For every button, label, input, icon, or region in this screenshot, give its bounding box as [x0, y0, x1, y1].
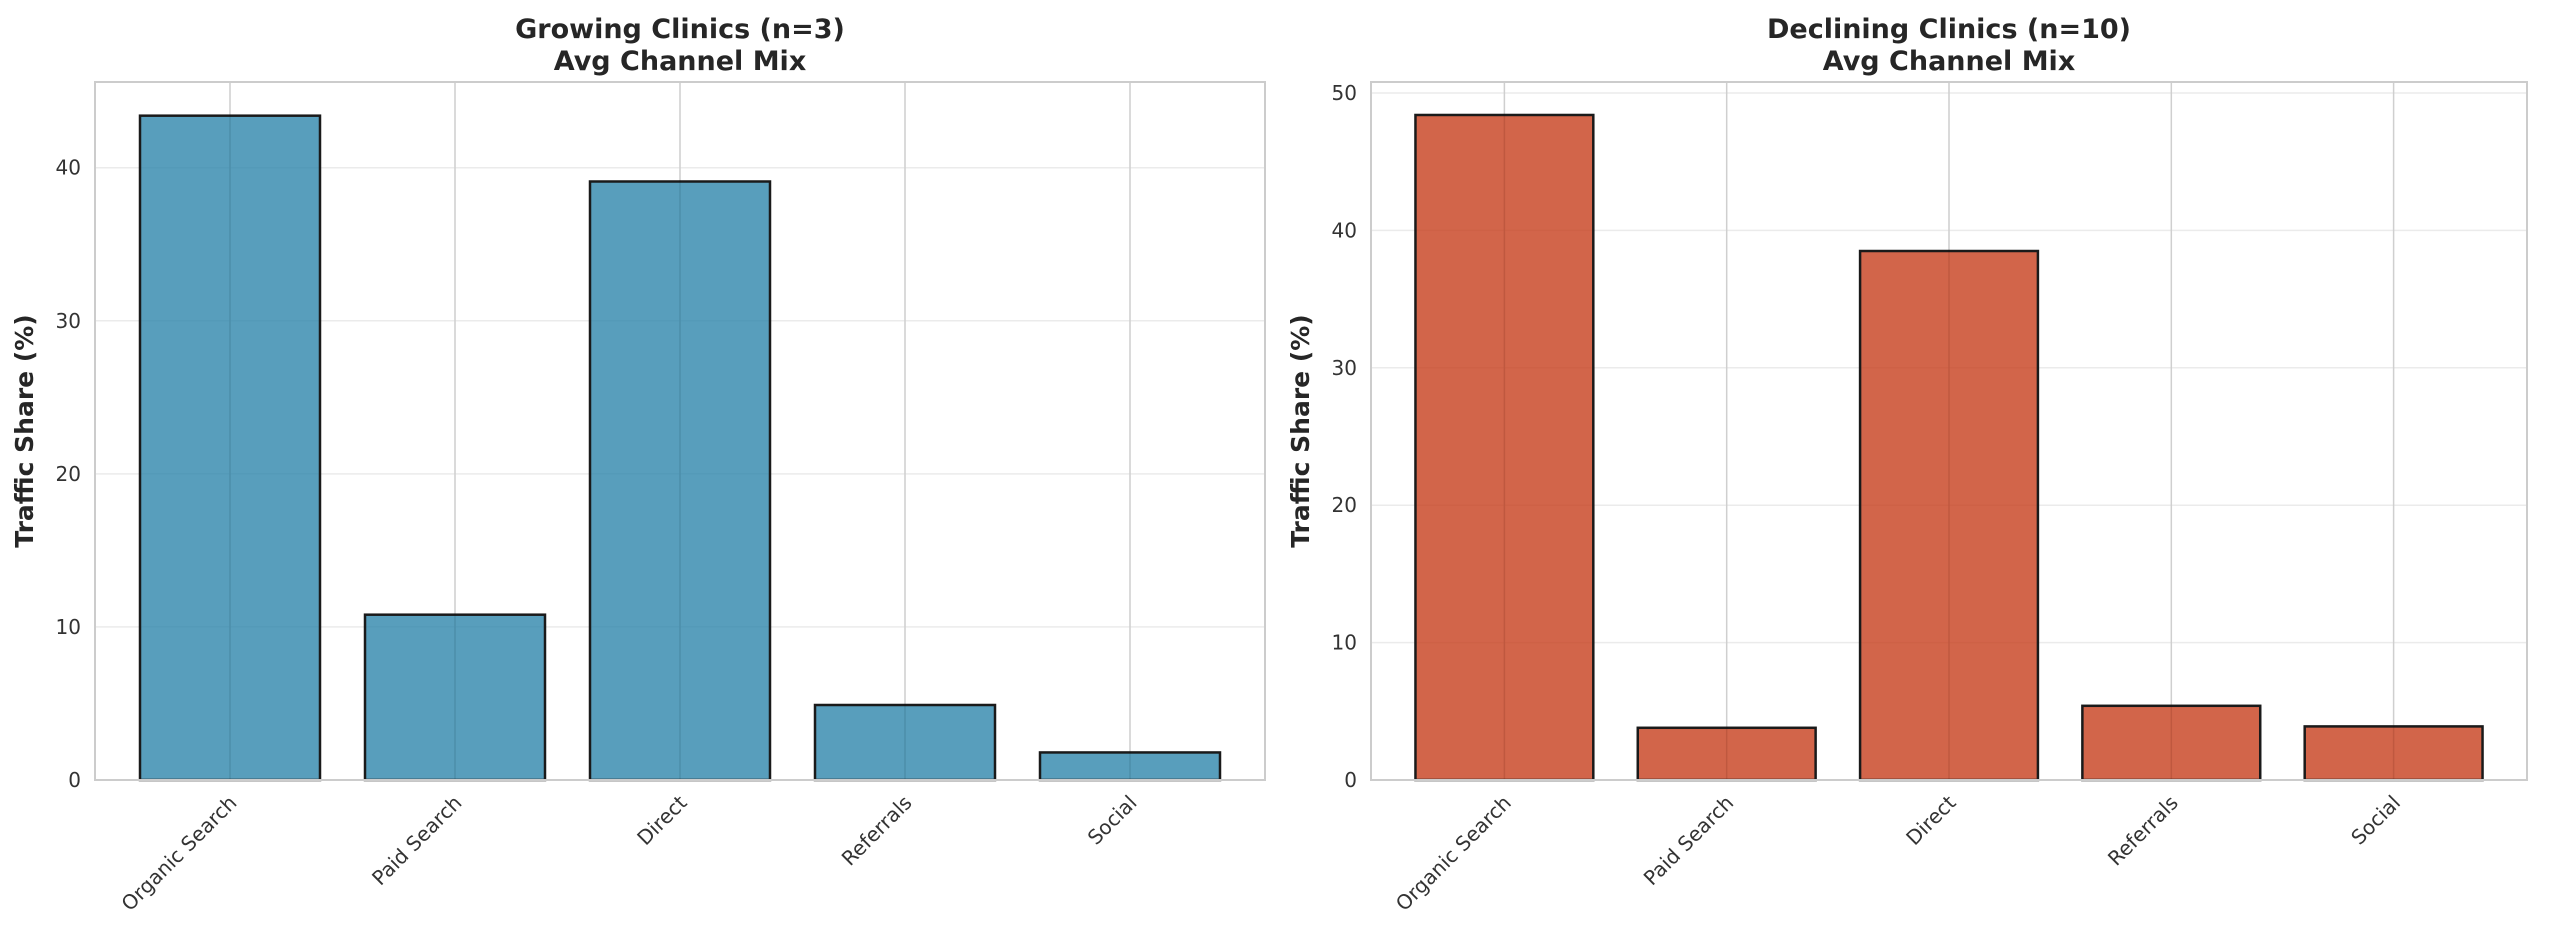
- bar-direct: [1858, 249, 2040, 782]
- x-tick-label: Direct: [1901, 790, 1960, 849]
- chart-title: Growing Clinics (n=3): [515, 14, 845, 45]
- bar-organic-search: [138, 114, 322, 782]
- axes-frame: [1370, 81, 2528, 781]
- bar-referrals: [2081, 704, 2262, 782]
- y-tick-label: 0: [1344, 768, 1357, 792]
- x-tick-label: Paid Search: [367, 791, 467, 891]
- x-tick-label: Organic Search: [1391, 791, 1516, 916]
- bar-social: [1038, 751, 1222, 782]
- y-tick-label: 10: [1332, 631, 1357, 655]
- y-tick-label: 20: [56, 462, 81, 486]
- y-tick-label: 10: [56, 615, 81, 639]
- bar-paid-search: [363, 613, 547, 782]
- chart-panel-0: 0 10 20 30 40 Organic Search Paid Search Direct…: [10, 14, 1266, 916]
- chart-title: Declining Clinics (n=10): [1767, 14, 2131, 45]
- y-tick-label: 40: [56, 156, 81, 180]
- x-tick-label: Paid Search: [1639, 791, 1739, 891]
- axes-frame: [94, 81, 1266, 781]
- y-tick-label: 30: [1332, 356, 1357, 380]
- x-tick-label: Referrals: [2103, 791, 2183, 871]
- bar-social: [2303, 725, 2484, 782]
- y-tick-label: 20: [1332, 493, 1357, 517]
- x-tick-label: Social: [1083, 791, 1142, 850]
- y-axis-label: Traffic Share (%): [1286, 314, 1315, 547]
- bar-organic-search: [1414, 113, 1595, 782]
- x-tick-label: Organic Search: [116, 791, 241, 916]
- bar-referrals: [813, 703, 997, 782]
- y-tick-label: 40: [1332, 218, 1357, 242]
- chart-panel-1: 0 10 20 30 40 50 Organic Search Paid Search Dire…: [1286, 14, 2528, 916]
- chart-subtitle: Avg Channel Mix: [1823, 46, 2075, 77]
- y-axis-label: Traffic Share (%): [10, 314, 39, 547]
- y-tick-label: 50: [1332, 81, 1357, 105]
- y-tick-label: 0: [68, 768, 81, 792]
- x-tick-label: Social: [2346, 791, 2405, 850]
- x-tick-label: Referrals: [837, 791, 917, 871]
- x-tick-label: Direct: [632, 790, 691, 849]
- y-tick-label: 30: [56, 309, 81, 333]
- chart-subtitle: Avg Channel Mix: [554, 46, 806, 77]
